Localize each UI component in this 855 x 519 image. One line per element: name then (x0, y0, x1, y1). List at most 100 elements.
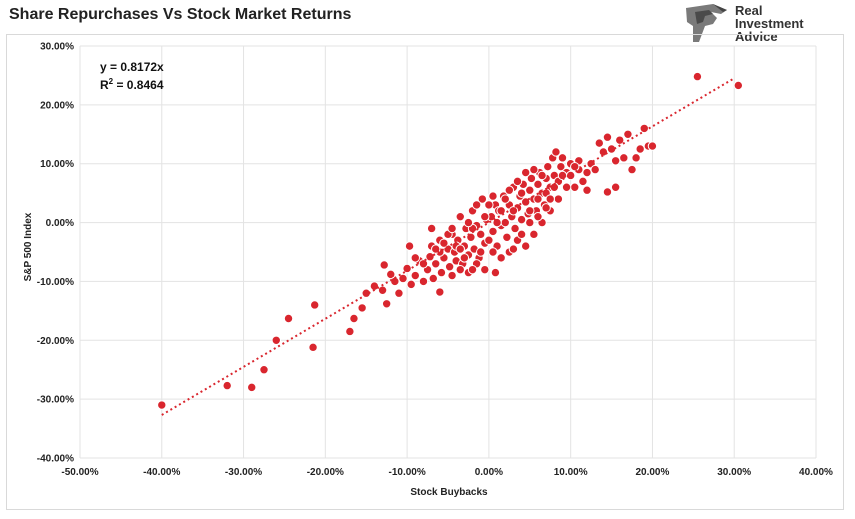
data-point (496, 253, 506, 263)
logo-line-2: Investment (735, 16, 804, 31)
chart-frame (6, 34, 844, 510)
data-point (525, 206, 535, 216)
data-point (492, 217, 502, 228)
trend-equation: y = 0.8172x (100, 60, 164, 74)
data-point (410, 253, 420, 263)
r-squared-prefix: R (100, 78, 109, 92)
data-point (463, 217, 474, 228)
data-point (480, 211, 490, 222)
data-point (431, 259, 441, 269)
data-point (444, 262, 455, 272)
data-point (557, 153, 568, 163)
data-point (537, 170, 547, 181)
x-tick-label: 40.00% (799, 467, 833, 478)
data-point (533, 179, 543, 190)
data-point (529, 164, 539, 175)
y-tick-label: -30.00% (37, 395, 74, 406)
data-point (345, 326, 355, 337)
logo-line-3: Advice (735, 29, 778, 44)
data-point (496, 206, 506, 216)
data-point (533, 194, 543, 204)
data-point (635, 144, 645, 154)
data-point (436, 267, 447, 278)
data-point (459, 253, 470, 263)
gridlines (79, 45, 817, 459)
data-point (439, 238, 449, 248)
data-point (222, 380, 232, 391)
x-axis-label: Stock Buybacks (410, 487, 488, 498)
y-tick-label: -10.00% (37, 277, 74, 288)
data-point (455, 244, 465, 254)
data-point (455, 211, 465, 222)
y-tick-label: 30.00% (40, 42, 74, 53)
y-axis-label: S&P 500 Index (23, 212, 34, 281)
data-point (377, 285, 388, 295)
data-point (431, 244, 441, 254)
eagle-head-icon (686, 4, 727, 42)
data-point (647, 141, 658, 151)
chart-title: Share Repurchases Vs Stock Market Return… (9, 6, 352, 23)
data-point (602, 132, 613, 142)
data-point (561, 182, 572, 192)
data-point (594, 138, 604, 148)
x-tick-label: -50.00% (61, 467, 98, 478)
y-tick-label: 10.00% (40, 159, 74, 170)
data-point (484, 235, 494, 245)
data-point (508, 244, 519, 254)
data-point (308, 342, 318, 353)
x-tick-label: 20.00% (635, 467, 669, 478)
x-tick-label: -30.00% (225, 467, 262, 478)
data-point (598, 147, 609, 157)
data-point (516, 229, 527, 240)
x-tick-label: -40.00% (143, 467, 180, 478)
data-point (590, 164, 600, 175)
data-point (426, 223, 437, 234)
r-squared-label: R2 = 0.8464 (100, 77, 164, 92)
data-point (247, 382, 257, 393)
x-tick-label: 30.00% (717, 467, 751, 478)
x-tick-label: 0.00% (475, 467, 503, 478)
data-point (520, 167, 531, 178)
data-point (516, 214, 527, 225)
data-point (639, 123, 649, 134)
x-tick-label: -10.00% (388, 467, 425, 478)
y-tick-label: 0.00% (46, 218, 74, 229)
data-point (610, 156, 621, 166)
trendline (161, 77, 735, 416)
data-point (553, 194, 564, 204)
trendline-path (161, 77, 735, 416)
data-point (447, 223, 457, 234)
data-point (259, 365, 269, 375)
data-point (418, 276, 429, 287)
y-tick-label: 20.00% (40, 100, 74, 111)
data-point (541, 203, 551, 213)
data-point (428, 273, 438, 284)
data-point (610, 182, 621, 192)
company-logo: Real Investment Advice (683, 2, 848, 44)
data-point (578, 176, 588, 187)
data-point (582, 185, 592, 195)
data-point (529, 229, 539, 240)
data-point (381, 299, 392, 309)
data-point (733, 80, 744, 91)
data-point (283, 313, 294, 324)
data-point (386, 269, 396, 280)
data-point (406, 279, 416, 290)
data-point (480, 264, 490, 275)
data-point (504, 185, 515, 195)
data-point (398, 273, 408, 284)
r-squared-value: = 0.8464 (113, 78, 164, 92)
data-point (467, 264, 478, 275)
data-point (271, 335, 281, 345)
data-point (623, 129, 633, 139)
y-tick-label: -20.00% (37, 336, 74, 347)
data-point (692, 71, 703, 82)
logo-line-1: Real (735, 3, 763, 18)
logo-text: Real Investment Advice (735, 4, 804, 43)
data-point (379, 260, 389, 270)
data-point (508, 206, 519, 216)
data-point (556, 161, 566, 172)
data-point (502, 232, 512, 242)
data-point (516, 188, 527, 198)
